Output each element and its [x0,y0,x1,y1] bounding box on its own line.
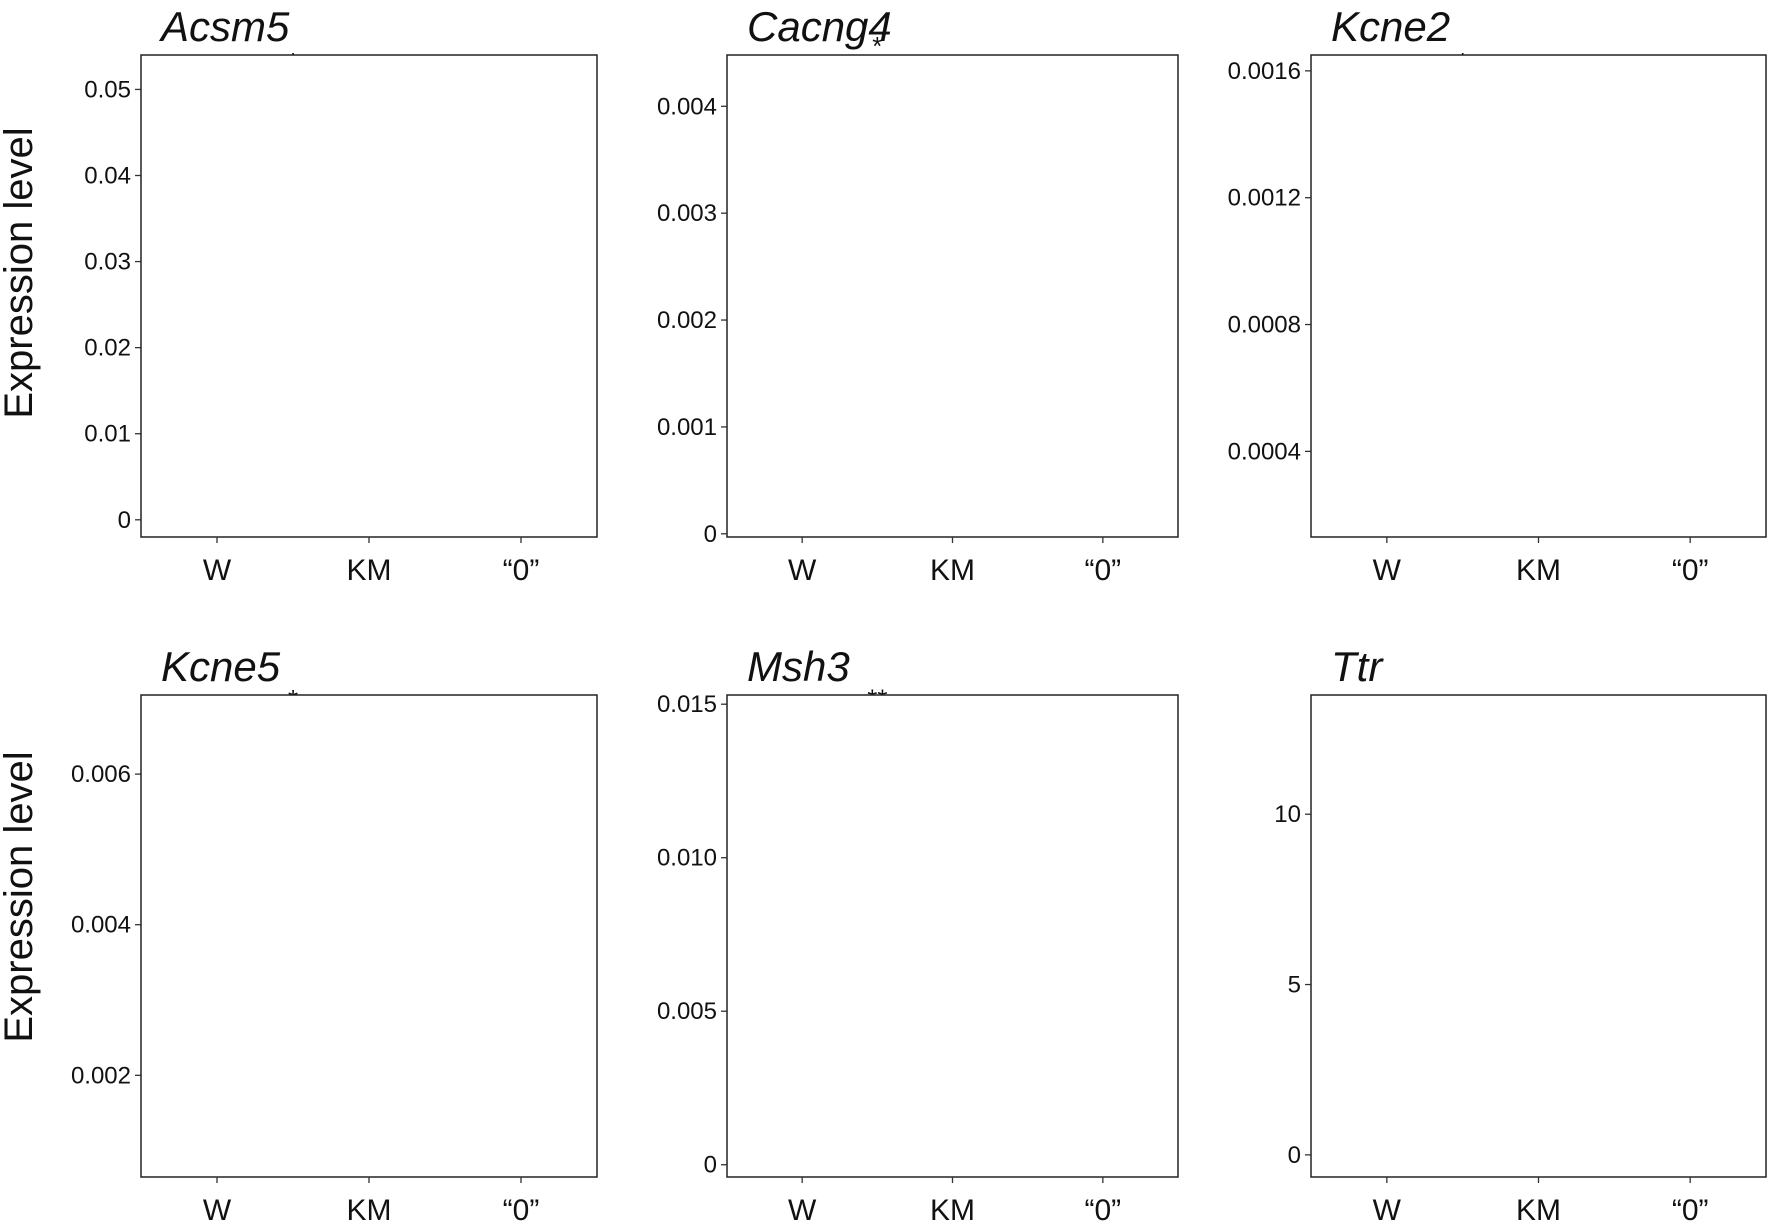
panel-title: Kcne2 [1331,3,1450,50]
y-tick-label: 0 [704,521,717,548]
y-tick-label: 0.02 [84,335,131,362]
y-tick-label: 0 [118,507,131,534]
panel-title: Kcne5 [161,643,281,690]
x-tick-label: “0” [1672,1194,1709,1227]
x-tick-label: KM [347,1194,392,1227]
x-tick-label: “0” [1084,1194,1121,1227]
x-tick-label: “0” [503,1194,540,1227]
x-tick-label: KM [1516,554,1561,587]
panel-border [726,54,1179,538]
y-tick-label: 0.03 [84,249,131,276]
y-tick-label: 0.004 [657,93,717,120]
x-tick-label: W [1373,554,1402,587]
y-tick-label: 10 [1274,801,1301,828]
y-tick-label: 0.004 [71,912,131,939]
x-tick-label: KM [930,554,975,587]
y-tick-label: 0.002 [657,307,717,334]
y-tick-label: 0.0016 [1228,58,1301,85]
x-tick-label: “0” [503,554,540,587]
x-tick-label: W [203,554,232,587]
x-tick-label: W [788,1194,817,1227]
panel-title: Msh3 [747,643,850,690]
y-tick-label: 0.005 [657,998,717,1025]
y-tick-label: 0.001 [657,414,717,441]
y-tick-label: 0.0008 [1228,312,1301,339]
x-tick-label: W [203,1194,232,1227]
y-tick-label: 0.04 [84,163,131,190]
y-axis-label-row-1: Expression level [0,127,41,418]
panel-border [140,54,598,538]
panel-border [1310,54,1767,538]
panel-border [1310,694,1767,1178]
y-tick-label: 0.010 [657,845,717,872]
y-tick-label: 0.05 [84,76,131,103]
y-tick-label: 0.0004 [1228,438,1301,465]
panel-acsm5: 00.010.020.030.040.05***WKM“0”Acsm5 [84,3,598,587]
y-tick-label: 0 [704,1152,717,1179]
panel-title: Cacng4 [747,3,892,50]
x-tick-label: KM [1516,1194,1561,1227]
panel-title: Acsm5 [158,3,290,50]
x-tick-label: KM [930,1194,975,1227]
y-tick-label: 0.01 [84,421,131,448]
significance-label: * [872,31,882,61]
x-tick-label: W [788,554,817,587]
x-tick-label: W [1373,1194,1402,1227]
y-tick-label: 0.006 [71,761,131,788]
x-tick-label: KM [347,554,392,587]
panel-title: Ttr [1331,643,1384,690]
y-tick-label: 5 [1288,972,1301,999]
y-tick-label: 0.015 [657,691,717,718]
x-tick-label: “0” [1672,554,1709,587]
panel-border [726,694,1179,1178]
panel-border [140,694,598,1178]
y-tick-label: 0.002 [71,1062,131,1089]
y-axis-label-row-2: Expression level [0,751,41,1042]
y-tick-label: 0.0012 [1228,185,1301,212]
y-tick-label: 0 [1288,1142,1301,1169]
x-tick-label: “0” [1084,554,1121,587]
y-tick-label: 0.003 [657,200,717,227]
